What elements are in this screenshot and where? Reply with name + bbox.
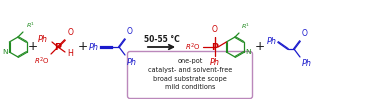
Text: Ph: Ph	[267, 38, 277, 47]
Text: +: +	[255, 40, 265, 53]
Text: $R^2$O: $R^2$O	[34, 56, 50, 67]
Text: H: H	[67, 49, 73, 58]
Text: N: N	[246, 49, 251, 55]
FancyBboxPatch shape	[127, 51, 253, 99]
Text: O: O	[127, 27, 133, 36]
Text: Ph: Ph	[210, 58, 220, 67]
Text: Ph: Ph	[302, 59, 312, 68]
Text: N: N	[2, 49, 8, 55]
Text: O: O	[68, 28, 74, 37]
Text: P: P	[212, 42, 218, 51]
Text: Ph: Ph	[89, 42, 99, 51]
Text: +: +	[28, 40, 38, 53]
Text: Ph: Ph	[127, 58, 137, 67]
Text: P: P	[54, 42, 62, 51]
Text: one-pot
catalyst- and solvent-free
broad substrate scope
mild conditions: one-pot catalyst- and solvent-free broad…	[148, 58, 232, 90]
Text: Ph: Ph	[38, 34, 48, 43]
Text: O: O	[302, 29, 308, 38]
Text: 50-55 °C: 50-55 °C	[144, 34, 180, 43]
Text: $R^1$: $R^1$	[26, 21, 35, 30]
Text: $R^1$: $R^1$	[241, 22, 250, 31]
Text: +: +	[78, 40, 88, 53]
Text: O: O	[212, 25, 218, 34]
Text: $R^2$O: $R^2$O	[185, 41, 201, 53]
